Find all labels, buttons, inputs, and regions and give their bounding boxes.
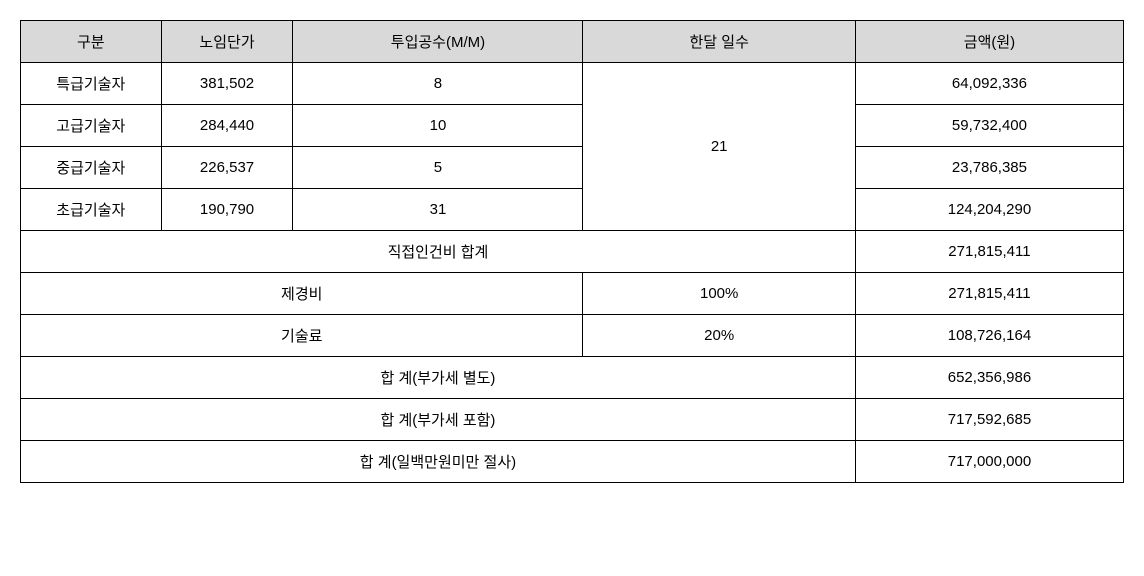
header-category: 구분 xyxy=(21,21,162,63)
amount-overhead: 271,815,411 xyxy=(855,273,1123,315)
cost-table: 구분 노임단가 투입공수(M/M) 한달 일수 금액(원) 특급기술자 381,… xyxy=(20,20,1124,483)
table-row: 고급기술자 284,440 10 59,732,400 xyxy=(21,105,1124,147)
cell-unit-price: 190,790 xyxy=(161,189,293,231)
header-unit-price: 노임단가 xyxy=(161,21,293,63)
label-total-inc-vat: 합 계(부가세 포함) xyxy=(21,399,856,441)
cell-amount: 23,786,385 xyxy=(855,147,1123,189)
header-amount: 금액(원) xyxy=(855,21,1123,63)
table-row: 특급기술자 381,502 8 21 64,092,336 xyxy=(21,63,1124,105)
label-tech-fee: 기술료 xyxy=(21,315,583,357)
cell-category: 특급기술자 xyxy=(21,63,162,105)
amount-direct-labor: 271,815,411 xyxy=(855,231,1123,273)
cell-category: 초급기술자 xyxy=(21,189,162,231)
row-total-inc-vat: 합 계(부가세 포함) 717,592,685 xyxy=(21,399,1124,441)
header-mm: 투입공수(M/M) xyxy=(293,21,583,63)
cell-category: 고급기술자 xyxy=(21,105,162,147)
label-total-rounded: 합 계(일백만원미만 절사) xyxy=(21,441,856,483)
label-total-ex-vat: 합 계(부가세 별도) xyxy=(21,357,856,399)
table-header-row: 구분 노임단가 투입공수(M/M) 한달 일수 금액(원) xyxy=(21,21,1124,63)
cell-mm: 5 xyxy=(293,147,583,189)
cell-mm: 10 xyxy=(293,105,583,147)
cell-mm: 8 xyxy=(293,63,583,105)
cell-unit-price: 226,537 xyxy=(161,147,293,189)
cell-category: 중급기술자 xyxy=(21,147,162,189)
row-overhead: 제경비 100% 271,815,411 xyxy=(21,273,1124,315)
label-overhead: 제경비 xyxy=(21,273,583,315)
amount-tech-fee: 108,726,164 xyxy=(855,315,1123,357)
table-row: 초급기술자 190,790 31 124,204,290 xyxy=(21,189,1124,231)
cell-amount: 64,092,336 xyxy=(855,63,1123,105)
cell-unit-price: 381,502 xyxy=(161,63,293,105)
header-days: 한달 일수 xyxy=(583,21,855,63)
cell-mm: 31 xyxy=(293,189,583,231)
row-total-rounded: 합 계(일백만원미만 절사) 717,000,000 xyxy=(21,441,1124,483)
amount-total-ex-vat: 652,356,986 xyxy=(855,357,1123,399)
cell-amount: 59,732,400 xyxy=(855,105,1123,147)
row-direct-labor: 직접인건비 합계 271,815,411 xyxy=(21,231,1124,273)
amount-total-rounded: 717,000,000 xyxy=(855,441,1123,483)
pct-tech-fee: 20% xyxy=(583,315,855,357)
cell-days: 21 xyxy=(583,63,855,231)
row-total-ex-vat: 합 계(부가세 별도) 652,356,986 xyxy=(21,357,1124,399)
cell-amount: 124,204,290 xyxy=(855,189,1123,231)
pct-overhead: 100% xyxy=(583,273,855,315)
amount-total-inc-vat: 717,592,685 xyxy=(855,399,1123,441)
table-row: 중급기술자 226,537 5 23,786,385 xyxy=(21,147,1124,189)
label-direct-labor: 직접인건비 합계 xyxy=(21,231,856,273)
row-tech-fee: 기술료 20% 108,726,164 xyxy=(21,315,1124,357)
cell-unit-price: 284,440 xyxy=(161,105,293,147)
